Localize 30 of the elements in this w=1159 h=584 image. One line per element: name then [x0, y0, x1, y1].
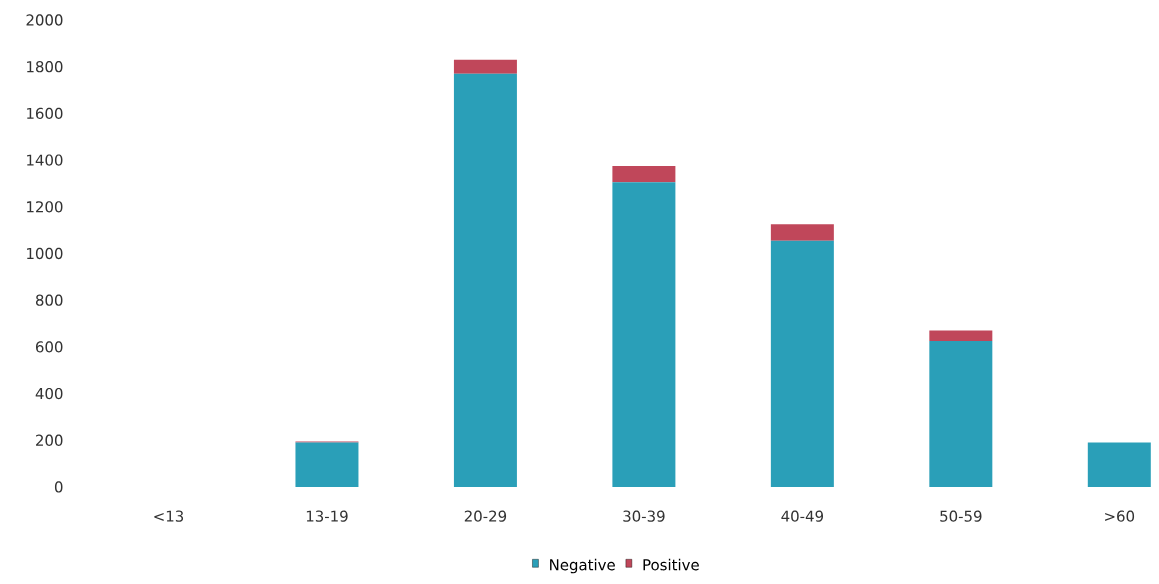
bar	[929, 330, 993, 342]
x-tick-label: 50-59	[940, 510, 982, 522]
bar	[770, 224, 834, 241]
bar	[612, 182, 676, 487]
bar	[295, 442, 359, 487]
x-tick-label: 13-19	[306, 510, 348, 522]
y-tick-label: 1400	[27, 154, 63, 166]
y-tick-label: 1000	[27, 247, 63, 260]
x-tick-label: <13	[154, 510, 184, 522]
x-tick-label: >60	[1105, 510, 1135, 522]
bar	[453, 73, 517, 487]
x-tick-label: 30-39	[623, 510, 665, 522]
y-tick-label: 600	[36, 341, 63, 353]
y-tick-label: 800	[35, 294, 63, 306]
legend-label: Positive	[643, 558, 699, 571]
x-tick-label: 20-29	[464, 510, 507, 522]
y-tick-label: 1200	[27, 201, 63, 213]
y-tick-label: 1600	[27, 107, 63, 120]
y-tick-label: 1800	[27, 61, 63, 73]
y-tick-label: 2000	[26, 14, 63, 26]
legend-label: Negative	[550, 558, 615, 574]
bar	[612, 165, 676, 183]
y-tick-label: 0	[54, 481, 63, 493]
x-tick-label: 40-49	[781, 510, 824, 522]
bar	[1087, 442, 1151, 487]
y-tick-label: 200	[36, 434, 63, 446]
bar	[929, 341, 993, 487]
bar	[770, 240, 834, 487]
bar	[453, 59, 517, 74]
y-tick-label: 400	[35, 387, 63, 400]
